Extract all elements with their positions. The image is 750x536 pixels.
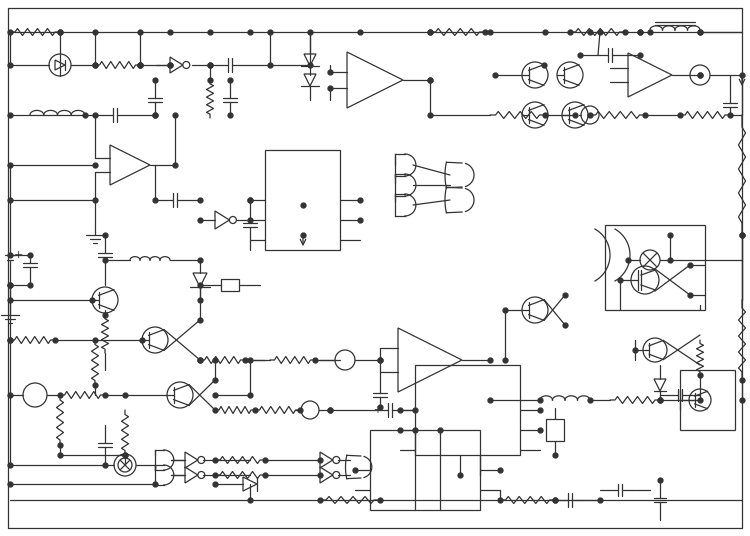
Bar (221, 279, 239, 291)
Text: +: + (14, 250, 23, 260)
Bar (415, 365, 520, 455)
Bar (265, 150, 340, 250)
Bar (370, 430, 480, 510)
Bar (680, 370, 735, 430)
Text: +: + (373, 405, 381, 415)
Bar (605, 225, 705, 310)
Bar (546, 419, 564, 441)
